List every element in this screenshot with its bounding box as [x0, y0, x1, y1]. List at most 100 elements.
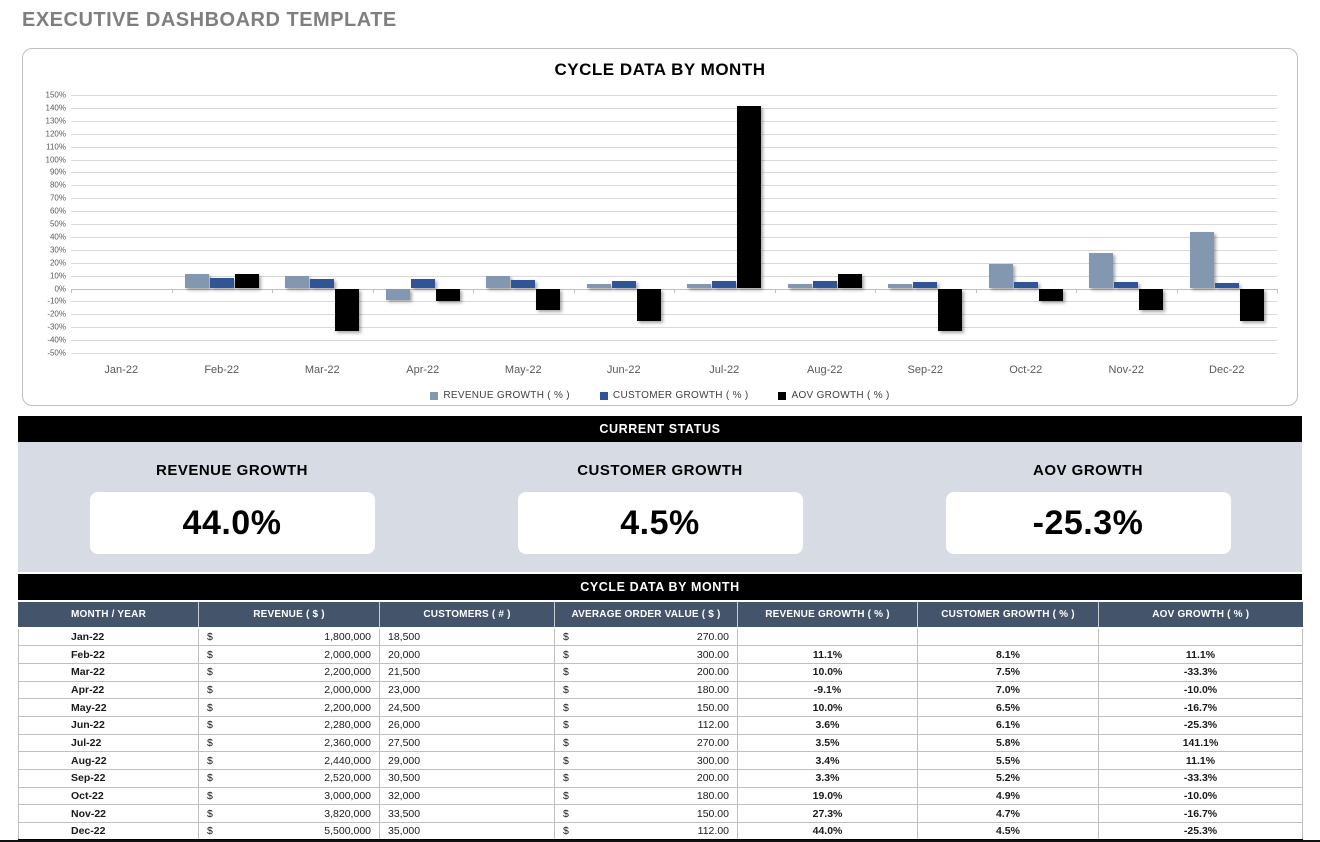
amount: 112.00	[697, 824, 729, 837]
kpi-customer-growth: CUSTOMER GROWTH 4.5%	[446, 452, 874, 554]
chart-bar	[913, 281, 938, 289]
average-order-value-cell: $180.00	[554, 786, 738, 806]
aov-growth-cell: -16.7%	[1098, 804, 1303, 824]
month-cell: Apr-22	[18, 680, 199, 700]
average-order-value-cell: $270.00	[554, 627, 738, 647]
revenue-growth-cell: 19.0%	[737, 786, 918, 806]
currency-symbol: $	[563, 772, 569, 785]
average-order-value-cell: $180.00	[554, 680, 738, 700]
customer-growth-cell: 8.1%	[917, 645, 1099, 664]
revenue-growth-cell: 44.0%	[737, 822, 918, 841]
y-axis-tick-label: 90%	[49, 167, 66, 177]
table-row: Oct-22 $3,000,000 32,000 $180.00 19.0% 4.9% -1…	[18, 786, 1303, 806]
kpi-value-card: -25.3%	[945, 492, 1231, 554]
month-cell: Feb-22	[18, 645, 199, 664]
average-order-value-cell: $270.00	[554, 733, 738, 753]
gridline	[71, 211, 1277, 213]
table-header-bar: CYCLE DATA BY MONTH	[18, 574, 1302, 600]
amount: 150.00	[696, 807, 729, 820]
revenue-growth-cell: 10.0%	[737, 698, 918, 717]
currency-symbol: $	[207, 772, 213, 785]
customer-growth-cell: 7.5%	[917, 662, 1099, 682]
x-axis-tick	[774, 288, 776, 293]
chart-bar	[234, 274, 259, 289]
y-axis-tick-label: -30%	[47, 322, 66, 332]
customer-growth-cell: 6.1%	[917, 715, 1099, 735]
currency-symbol: $	[563, 824, 569, 837]
x-axis-tick	[1176, 288, 1178, 293]
legend-label: AOV GROWTH ( % )	[791, 390, 890, 401]
x-axis-tick	[1076, 288, 1077, 293]
chart-bar	[335, 288, 360, 332]
aov-growth-cell: -25.3%	[1098, 822, 1303, 841]
gridline	[71, 340, 1277, 342]
col-revenue-growth: REVENUE GROWTH ( % )	[737, 600, 918, 629]
y-axis-tick-label: 10%	[49, 271, 66, 281]
aov-growth-cell: -10.0%	[1098, 786, 1303, 806]
chart-bar	[1013, 282, 1038, 289]
currency-symbol: $	[207, 683, 213, 696]
x-axis-tick	[272, 288, 273, 293]
legend-swatch	[778, 391, 787, 400]
currency-symbol: $	[563, 790, 569, 803]
amount: 200.00	[696, 772, 729, 785]
chart-bar	[310, 278, 335, 289]
chart-bar	[611, 280, 636, 289]
currency-symbol: $	[563, 754, 569, 767]
chart-bar	[938, 288, 963, 332]
chart-title: CYCLE DATA BY MONTH	[554, 60, 766, 79]
amount: 150.00	[696, 701, 729, 714]
kpi-label: CUSTOMER GROWTH	[577, 462, 743, 479]
revenue-cell: $2,520,000	[198, 769, 380, 788]
gridline	[71, 146, 1277, 148]
col-aov-growth: AOV GROWTH ( % )	[1098, 600, 1303, 629]
revenue-cell: $3,820,000	[198, 804, 380, 824]
y-axis-tick-label: 80%	[49, 180, 66, 190]
table-row: Jul-22 $2,360,000 27,500 $270.00 3.5% 5.8% 141…	[18, 733, 1303, 753]
x-axis-labels: Jan-22 Feb-22 Mar-22 Apr-22 May-22 Jun-22 Jul-…	[71, 364, 1277, 376]
x-axis-tick	[1277, 288, 1278, 293]
gridline	[71, 172, 1277, 174]
customer-growth-cell: 4.5%	[917, 822, 1099, 841]
aov-growth-cell: -16.7%	[1098, 698, 1303, 717]
customers-cell: 35,000	[379, 822, 555, 841]
month-cell: Oct-22	[18, 786, 199, 806]
chart-bar	[837, 274, 862, 289]
currency-symbol: $	[563, 631, 569, 644]
kpi-value-card: 4.5%	[517, 492, 803, 554]
chart-bar	[285, 275, 310, 289]
currency-symbol: $	[207, 631, 213, 644]
amount: 2,520,000	[324, 772, 371, 785]
legend-label: CUSTOMER GROWTH ( % )	[612, 390, 749, 401]
x-axis-tick	[473, 288, 474, 293]
currency-symbol: $	[563, 666, 569, 679]
chart-bar	[209, 278, 234, 289]
current-status-header: CURRENT STATUS	[18, 416, 1302, 442]
y-axis-tick-label: -20%	[47, 309, 66, 319]
revenue-cell: $2,200,000	[198, 698, 380, 717]
gridline	[71, 314, 1277, 316]
y-axis-tick-label: 40%	[49, 232, 66, 242]
x-axis-label: Mar-22	[304, 364, 340, 376]
x-axis-tick	[573, 288, 575, 293]
x-axis-tick	[71, 288, 72, 293]
y-axis-tick-label: 130%	[45, 116, 66, 126]
currency-symbol: $	[207, 666, 213, 679]
table-row: Jun-22 $2,280,000 26,000 $112.00 3.6% 6.1% -25…	[18, 715, 1303, 735]
amount: 2,280,000	[324, 719, 371, 732]
revenue-cell: $2,440,000	[198, 751, 380, 770]
x-axis-label: Jun-22	[606, 364, 641, 376]
y-axis-tick-label: 140%	[45, 103, 66, 113]
col-revenue: REVENUE ( $ )	[198, 600, 380, 629]
chart-bar	[486, 275, 511, 289]
chart-bar	[385, 288, 410, 301]
table-row: Mar-22 $2,200,000 21,500 $200.00 10.0% 7.5% -3…	[18, 662, 1303, 682]
col-average-order-value: AVERAGE ORDER VALUE ( $ )	[554, 600, 738, 629]
revenue-cell: $5,500,000	[198, 822, 380, 841]
gridline	[71, 120, 1277, 122]
table-column-header-row: MONTH / YEAR REVENUE ( $ ) CUSTOMERS ( #…	[18, 600, 1303, 629]
customers-cell: 30,500	[379, 769, 555, 788]
revenue-cell: $2,360,000	[198, 733, 380, 753]
currency-symbol: $	[207, 790, 213, 803]
amount: 1,800,000	[324, 631, 371, 644]
